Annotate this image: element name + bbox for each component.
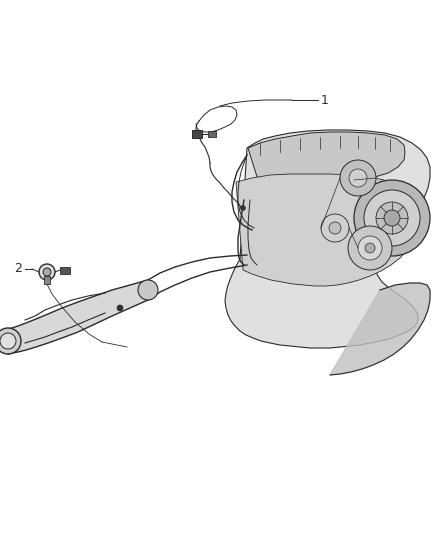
Circle shape — [138, 280, 158, 300]
Bar — [192, 130, 202, 138]
Circle shape — [0, 328, 21, 354]
Circle shape — [0, 333, 16, 349]
Circle shape — [365, 243, 375, 253]
Circle shape — [329, 222, 341, 234]
Circle shape — [117, 305, 123, 311]
Circle shape — [117, 305, 123, 311]
Polygon shape — [248, 132, 405, 181]
Circle shape — [43, 268, 51, 276]
Polygon shape — [225, 130, 430, 348]
Bar — [60, 267, 70, 274]
Circle shape — [349, 169, 367, 187]
Circle shape — [384, 210, 400, 226]
Circle shape — [321, 214, 349, 242]
Polygon shape — [330, 283, 430, 375]
Bar — [44, 276, 50, 284]
Bar — [208, 131, 216, 137]
Polygon shape — [8, 280, 148, 354]
Text: 2: 2 — [14, 262, 22, 276]
Circle shape — [340, 160, 376, 196]
Circle shape — [364, 190, 420, 246]
Text: 1: 1 — [321, 93, 329, 107]
Circle shape — [240, 206, 246, 211]
Polygon shape — [236, 174, 416, 286]
Circle shape — [376, 202, 408, 234]
Circle shape — [354, 180, 430, 256]
Circle shape — [358, 236, 382, 260]
Circle shape — [39, 264, 55, 280]
Circle shape — [348, 226, 392, 270]
